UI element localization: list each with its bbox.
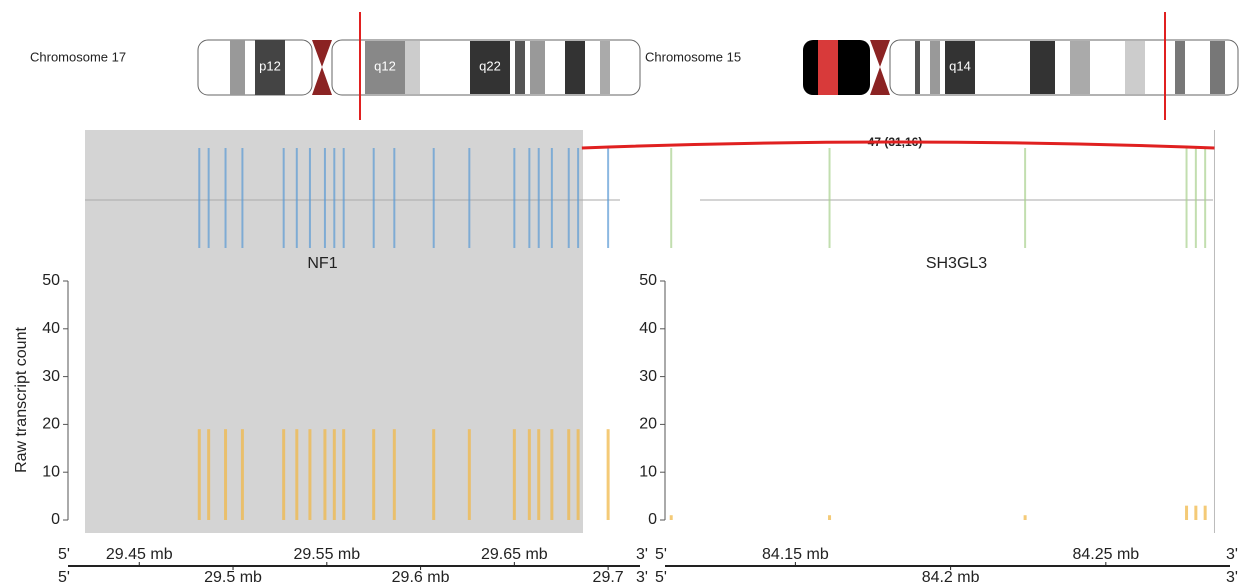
x-tick-label: 29.5 mb — [204, 569, 262, 586]
y-tick-label: 0 — [51, 511, 60, 528]
gene-name: NF1 — [307, 255, 337, 272]
bar — [372, 429, 376, 520]
strand-label: 5' — [655, 546, 667, 563]
band-label: q12 — [374, 58, 396, 73]
x-tick-label: 84.25 mb — [1072, 546, 1139, 563]
bar — [576, 429, 580, 520]
bar — [527, 429, 531, 520]
x-tick-label: 29.55 mb — [293, 546, 360, 563]
bar — [550, 429, 554, 520]
bar — [295, 429, 299, 520]
y-tick-label: 20 — [639, 416, 657, 433]
y-tick-label: 30 — [42, 368, 60, 385]
gene-name: SH3GL3 — [926, 255, 987, 272]
strand-label: 3' — [1226, 569, 1238, 586]
bar — [537, 429, 541, 520]
bar — [197, 429, 201, 520]
x-tick-label: 29.45 mb — [106, 546, 173, 563]
strand-label: 3' — [636, 569, 648, 586]
y-tick-label: 50 — [42, 272, 60, 289]
strand-label: 5' — [58, 569, 70, 586]
band-label: q14 — [949, 58, 971, 73]
bar — [1203, 505, 1207, 520]
y-tick-label: 40 — [42, 320, 60, 337]
bar — [669, 515, 673, 520]
strand-label: 5' — [58, 546, 70, 563]
y-tick-label: 30 — [639, 368, 657, 385]
strand-label: 5' — [655, 569, 667, 586]
x-tick-label: 29.7 — [593, 569, 624, 586]
bar — [606, 429, 610, 520]
bar — [567, 429, 571, 520]
ideogram-15: Chromosome 15 q14 — [645, 12, 1239, 120]
bar — [432, 429, 436, 520]
bar — [240, 429, 244, 520]
bar — [1194, 505, 1198, 520]
bar — [323, 429, 327, 520]
y-tick-label: 40 — [639, 320, 657, 337]
x-tick-label: 29.6 mb — [392, 569, 450, 586]
bar — [207, 429, 211, 520]
strand-label: 3' — [636, 546, 648, 563]
x-tick-label: 84.15 mb — [762, 546, 829, 563]
fusion-arc — [581, 140, 1215, 150]
bar — [828, 515, 832, 520]
bar — [308, 429, 312, 520]
y-axis-title: Raw transcript count — [13, 327, 30, 473]
bar — [467, 429, 471, 520]
bar — [512, 429, 516, 520]
bar — [224, 429, 228, 520]
y-tick-label: 10 — [639, 463, 657, 480]
bar — [332, 429, 336, 520]
bar — [1023, 515, 1027, 520]
x-tick-label: 29.65 mb — [481, 546, 548, 563]
y-tick-label: 20 — [42, 416, 60, 433]
bar — [282, 429, 286, 520]
band-label: p12 — [259, 58, 281, 73]
y-tick-label: 0 — [648, 511, 657, 528]
bar — [1185, 505, 1189, 520]
y-tick-label: 10 — [42, 463, 60, 480]
chromosome-name: Chromosome 15 — [645, 49, 741, 64]
band-label: q22 — [479, 58, 501, 73]
y-tick-label: 50 — [639, 272, 657, 289]
bar — [342, 429, 346, 520]
ideogram-17: Chromosome 17 p12 q12 q22 — [30, 12, 641, 120]
strand-label: 3' — [1226, 546, 1238, 563]
chromosome-name: Chromosome 17 — [30, 49, 126, 64]
bar — [392, 429, 396, 520]
x-tick-label: 84.2 mb — [922, 569, 980, 586]
